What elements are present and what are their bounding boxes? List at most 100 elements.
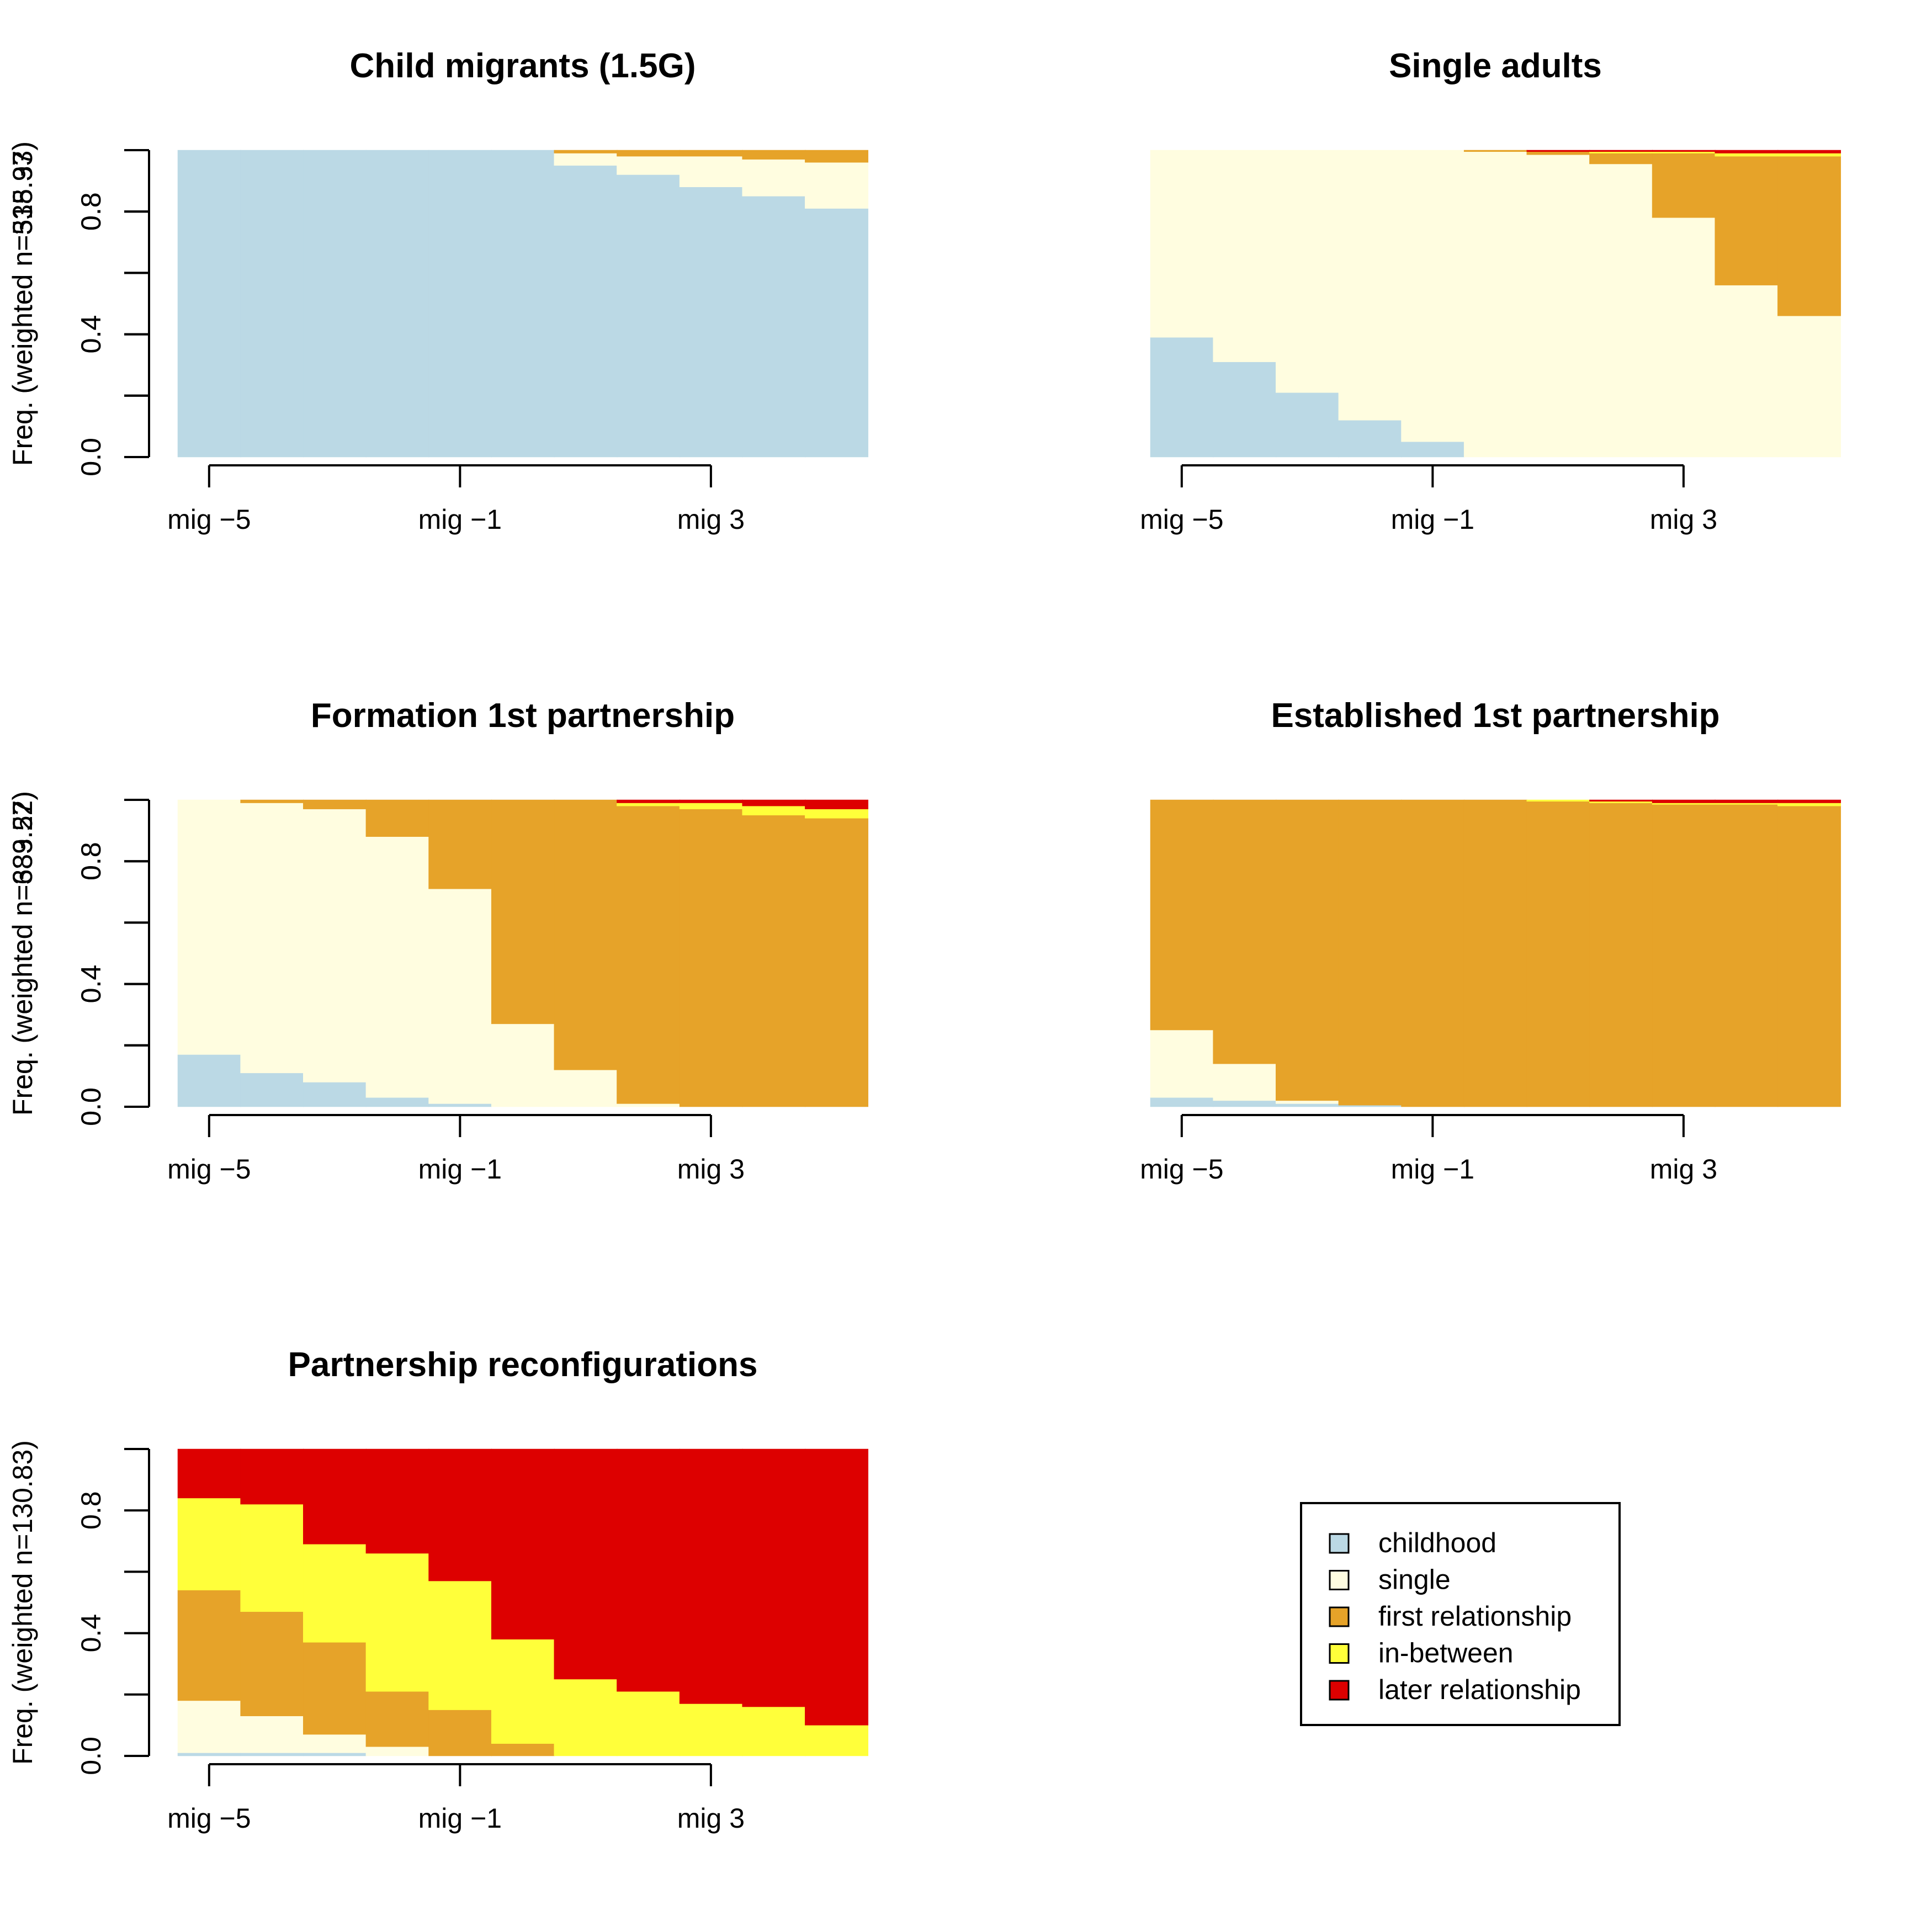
y-tick-label: 0.8: [76, 192, 107, 231]
bar-segment-in-between-11: [805, 809, 869, 819]
bar-segment-first-relationship-11: [1777, 156, 1841, 316]
bar-segment-childhood-4: [365, 150, 429, 458]
y-tick-label: 0.4: [76, 315, 107, 354]
bar-segment-childhood-1: [1150, 337, 1214, 458]
y-axis-label: Freq. (weighted n=315.37): [7, 141, 38, 466]
bar-segment-childhood-4: [1338, 1105, 1402, 1107]
x-tick-label: mig 3: [677, 1803, 745, 1834]
bar-segment-single-3: [303, 1734, 367, 1753]
bar-segment-in-between-2: [240, 1504, 304, 1612]
y-tick-label: 0.8: [76, 192, 107, 231]
legend-swatch-childhood: [1329, 1533, 1350, 1554]
chart-panel-5: Partnership reconfigurations 0.0 0.4 0.8 Fre…: [7, 1346, 869, 1834]
bar-segment-later-relationship-8: [617, 1448, 681, 1692]
bar-segment-later-relationship-11: [1777, 799, 1841, 803]
bar-segment-in-between-10: [742, 1706, 806, 1756]
x-tick-label: mig −1: [418, 1803, 502, 1834]
bar-segment-single-3: [303, 809, 367, 1082]
bar-segment-first-relationship-6: [491, 799, 555, 1025]
bar-segment-in-between-3: [303, 1544, 367, 1643]
bar-segment-single-5: [428, 888, 492, 1104]
bar-segment-later-relationship-5: [428, 1448, 492, 1581]
x-tick-label: mig −5: [1140, 504, 1223, 535]
x-tick-label: mig 3: [677, 1154, 745, 1185]
bar-segment-in-between-8: [617, 803, 681, 806]
bar-segment-first-relationship-8: [1589, 153, 1653, 164]
bar-segment-in-between-8: [1589, 801, 1653, 803]
x-tick-label: mig −1: [1391, 1154, 1474, 1185]
y-axis-label: Freq. (weighted n=339.57): [7, 791, 38, 1116]
bar-segment-childhood-6: [491, 150, 555, 458]
bar-segment-later-relationship-2: [240, 1448, 304, 1505]
bar-segment-first-relationship-10: [1715, 156, 1779, 285]
chart-panel-4: Established 1st partnership 0.0 0.4 0.8 Freq…: [7, 697, 1841, 1185]
legend-swatch-first-relationship: [1329, 1606, 1350, 1627]
x-tick-label: mig −5: [167, 1154, 251, 1185]
bar-segment-first-relationship-7: [1526, 151, 1590, 155]
x-tick-label: mig −5: [1140, 1154, 1223, 1185]
y-tick-label: 0.0: [76, 1087, 107, 1126]
y-tick-label: 0.4: [76, 1614, 107, 1653]
bar-segment-childhood-10: [742, 196, 806, 458]
bar-segment-later-relationship-9: [679, 1448, 743, 1704]
y-tick-label: 0.0: [76, 438, 107, 476]
bar-segment-in-between-7: [1526, 799, 1590, 802]
bar-segment-in-between-11: [1777, 803, 1841, 806]
bar-segment-first-relationship-6: [1463, 150, 1527, 152]
bar-segment-childhood-3: [303, 1753, 367, 1756]
bar-segment-in-between-11: [805, 1725, 869, 1756]
bar-segment-later-relationship-11: [805, 1448, 869, 1726]
bar-segment-later-relationship-8: [1589, 799, 1653, 802]
chart-panel-2: Single adults 0.0 0.4 0.8 Freq. (weighted n=…: [7, 47, 1841, 535]
bar-segment-first-relationship-4: [365, 1691, 429, 1747]
bar-segment-single-3: [1276, 150, 1339, 393]
bar-segment-first-relationship-11: [1777, 805, 1841, 1107]
x-axis: mig −5 mig −1 mig 3: [167, 464, 745, 535]
bar-segment-later-relationship-8: [1589, 150, 1653, 152]
y-axis-label: Freq. (weighted n=130.83): [7, 1440, 38, 1765]
bar-segment-single-9: [1652, 217, 1716, 458]
bar-segment-single-4: [365, 836, 429, 1098]
bar-segment-later-relationship-6: [491, 1448, 555, 1639]
bar-segment-later-relationship-11: [1777, 150, 1841, 153]
bar-segment-single-7: [554, 153, 618, 166]
bar-segment-first-relationship-8: [617, 805, 681, 1104]
x-axis: mig −5 mig −1 mig 3: [167, 1114, 745, 1185]
bar-segment-first-relationship-10: [742, 150, 806, 160]
legend-swatch-in-between: [1329, 1643, 1350, 1664]
bar-segment-in-between-9: [1652, 803, 1716, 805]
x-axis: mig −5 mig −1 mig 3: [167, 1763, 745, 1834]
bar-segment-in-between-8: [617, 1691, 681, 1756]
bar-segment-later-relationship-1: [177, 1448, 241, 1499]
x-tick-label: mig −5: [167, 504, 251, 535]
bar-segment-first-relationship-11: [805, 818, 869, 1107]
bar-segment-childhood-7: [554, 165, 618, 458]
y-tick-label: 0.4: [76, 315, 107, 354]
bar-segment-first-relationship-1: [1150, 799, 1214, 1031]
bar-segment-in-between-9: [679, 803, 743, 809]
bar-segment-in-between-6: [491, 1639, 555, 1744]
bar-segment-later-relationship-7: [1526, 150, 1590, 152]
bar-segment-later-relationship-10: [742, 1448, 806, 1707]
chart-panel-3: Formation 1st partnership 0.0 0.4 0.8 Freq. …: [7, 697, 869, 1185]
bar-segment-first-relationship-8: [617, 150, 681, 157]
bar-segment-later-relationship-11: [805, 799, 869, 809]
bar-segment-later-relationship-9: [679, 799, 743, 803]
bar-segment-single-11: [805, 162, 869, 209]
bar-segment-single-4: [365, 1747, 429, 1756]
bar-segment-single-9: [679, 156, 743, 187]
bar-segment-first-relationship-10: [742, 815, 806, 1107]
x-axis: mig −5 mig −1 mig 3: [1140, 1114, 1717, 1185]
bar-segment-in-between-10: [1715, 153, 1779, 157]
bar-segment-childhood-4: [365, 1097, 429, 1107]
x-tick-label: mig −5: [167, 1803, 251, 1834]
bar-segment-in-between-11: [1777, 153, 1841, 157]
legend-swatch-single: [1329, 1570, 1350, 1590]
y-tick-label: 0.8: [76, 842, 107, 880]
bar-segment-first-relationship-2: [240, 799, 304, 803]
bar-segment-first-relationship-4: [365, 799, 429, 837]
x-tick-label: mig −1: [1391, 504, 1474, 535]
bar-segment-first-relationship-1: [177, 1590, 241, 1701]
bar-segment-later-relationship-8: [617, 799, 681, 803]
y-tick-label: 0.4: [76, 965, 107, 1004]
